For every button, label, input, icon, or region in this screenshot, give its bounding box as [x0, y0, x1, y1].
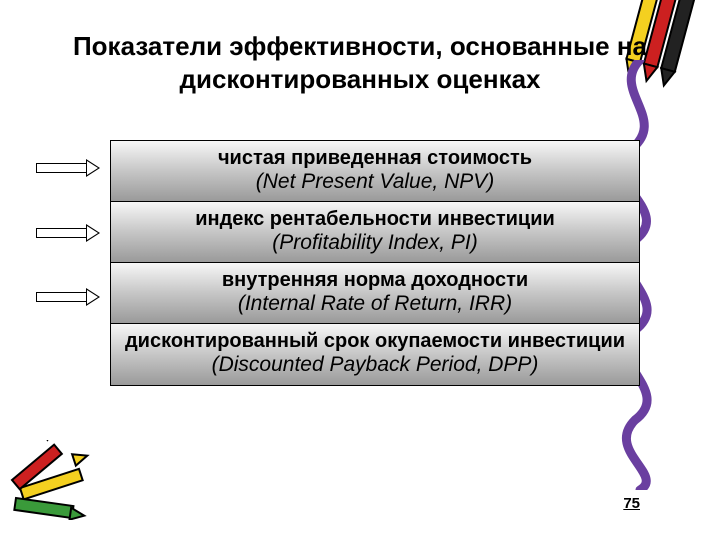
slide-title: Показатели эффективности, основанные на … [30, 30, 690, 95]
metric-ru: внутренняя норма доходности [119, 269, 631, 292]
metric-en: (Internal Rate of Return, IRR) [119, 292, 631, 316]
arrow-2 [36, 225, 100, 241]
metric-ru: чистая приведенная стоимость [119, 147, 631, 170]
arrow-1 [36, 160, 100, 176]
metric-box-pi: индекс рентабельности инвестиции (Profit… [110, 202, 640, 263]
page-number: 75 [623, 495, 640, 512]
metric-ru: индекс рентабельности инвестиции [119, 208, 631, 231]
metric-boxes: чистая приведенная стоимость (Net Presen… [110, 140, 640, 386]
metric-box-irr: внутренняя норма доходности (Internal Ra… [110, 263, 640, 324]
title-line-1: Показатели эффективности, основанные на [73, 31, 647, 61]
metric-box-dpp: дисконтированный срок окупаемости инвест… [110, 324, 640, 385]
crayons-bottom-icon [10, 440, 110, 520]
arrow-3 [36, 289, 100, 305]
metric-en: (Net Present Value, NPV) [119, 170, 631, 194]
metric-en: (Discounted Payback Period, DPP) [119, 353, 631, 377]
title-line-2: дисконтированных оценках [179, 64, 540, 94]
metric-en: (Profitability Index, PI) [119, 231, 631, 255]
metric-ru: дисконтированный срок окупаемости инвест… [119, 330, 631, 353]
metric-box-npv: чистая приведенная стоимость (Net Presen… [110, 140, 640, 202]
